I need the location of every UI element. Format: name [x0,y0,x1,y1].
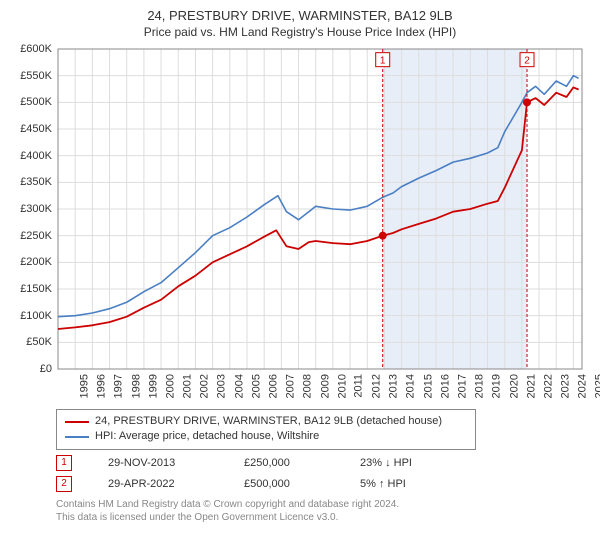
y-tick-label: £50K [10,336,52,348]
x-tick-label: 2004 [233,374,245,398]
event-price: £500,000 [244,478,324,490]
legend-box: 24, PRESTBURY DRIVE, WARMINSTER, BA12 9L… [56,409,476,450]
y-tick-label: £350K [10,176,52,188]
legend-item: 24, PRESTBURY DRIVE, WARMINSTER, BA12 9L… [65,414,467,429]
legend-label: HPI: Average price, detached house, Wilt… [95,429,319,444]
x-tick-label: 2000 [164,374,176,398]
x-tick-label: 2005 [250,374,262,398]
y-tick-label: £600K [10,43,52,55]
event-price: £250,000 [244,457,324,469]
attribution-line: This data is licensed under the Open Gov… [56,511,590,524]
x-tick-label: 2006 [267,374,279,398]
x-tick-label: 2018 [474,374,486,398]
x-tick-label: 2008 [302,374,314,398]
x-tick-label: 1998 [130,374,142,398]
chart-area: 12 £0£50K£100K£150K£200K£250K£300K£350K£… [10,43,590,403]
x-tick-label: 2021 [525,374,537,398]
x-tick-label: 2015 [422,374,434,398]
chart-title: 24, PRESTBURY DRIVE, WARMINSTER, BA12 9L… [10,8,590,23]
x-tick-label: 2023 [560,374,572,398]
event-date: 29-APR-2022 [108,478,208,490]
x-tick-label: 2014 [405,374,417,398]
chart-svg: 12 [10,43,590,403]
x-tick-label: 2020 [508,374,520,398]
svg-text:1: 1 [380,56,386,67]
x-tick-label: 2017 [456,374,468,398]
x-tick-label: 2025 [594,374,600,398]
event-rows: 1 29-NOV-2013 £250,000 23% ↓ HPI 2 29-APR-202… [56,455,590,492]
x-tick-label: 1996 [96,374,108,398]
x-tick-label: 1995 [78,374,90,398]
chart-subtitle: Price paid vs. HM Land Registry's House … [10,25,590,39]
y-tick-label: £0 [10,363,52,375]
x-tick-label: 1999 [147,374,159,398]
event-row: 2 29-APR-2022 £500,000 5% ↑ HPI [56,476,590,492]
x-tick-label: 2022 [542,374,554,398]
y-tick-label: £400K [10,150,52,162]
event-delta: 23% ↓ HPI [360,457,412,469]
x-tick-label: 2003 [216,374,228,398]
legend-label: 24, PRESTBURY DRIVE, WARMINSTER, BA12 9L… [95,414,442,429]
x-tick-label: 2024 [577,374,589,398]
event-row: 1 29-NOV-2013 £250,000 23% ↓ HPI [56,455,590,471]
attribution-line: Contains HM Land Registry data © Crown c… [56,498,590,511]
x-tick-label: 2010 [336,374,348,398]
y-tick-label: £300K [10,203,52,215]
x-tick-label: 1997 [113,374,125,398]
x-tick-label: 2011 [353,374,365,398]
chart-container: 24, PRESTBURY DRIVE, WARMINSTER, BA12 9L… [0,0,600,560]
x-tick-label: 2016 [439,374,451,398]
legend-swatch [65,436,89,438]
x-tick-label: 2009 [319,374,331,398]
x-tick-label: 2013 [388,374,400,398]
attribution: Contains HM Land Registry data © Crown c… [56,498,590,524]
event-badge: 2 [56,476,72,492]
x-tick-label: 2019 [491,374,503,398]
y-tick-label: £150K [10,283,52,295]
title-block: 24, PRESTBURY DRIVE, WARMINSTER, BA12 9L… [10,8,590,39]
y-tick-label: £450K [10,123,52,135]
event-badge: 1 [56,455,72,471]
event-delta: 5% ↑ HPI [360,478,406,490]
svg-text:2: 2 [524,56,530,67]
x-tick-label: 2002 [199,374,211,398]
x-tick-label: 2012 [371,374,383,398]
x-tick-label: 2007 [285,374,297,398]
y-tick-label: £200K [10,256,52,268]
event-date: 29-NOV-2013 [108,457,208,469]
y-tick-label: £100K [10,310,52,322]
legend-item: HPI: Average price, detached house, Wilt… [65,429,467,444]
y-tick-label: £550K [10,70,52,82]
y-tick-label: £500K [10,96,52,108]
x-tick-label: 2001 [182,374,194,398]
y-tick-label: £250K [10,230,52,242]
legend-swatch [65,421,89,423]
